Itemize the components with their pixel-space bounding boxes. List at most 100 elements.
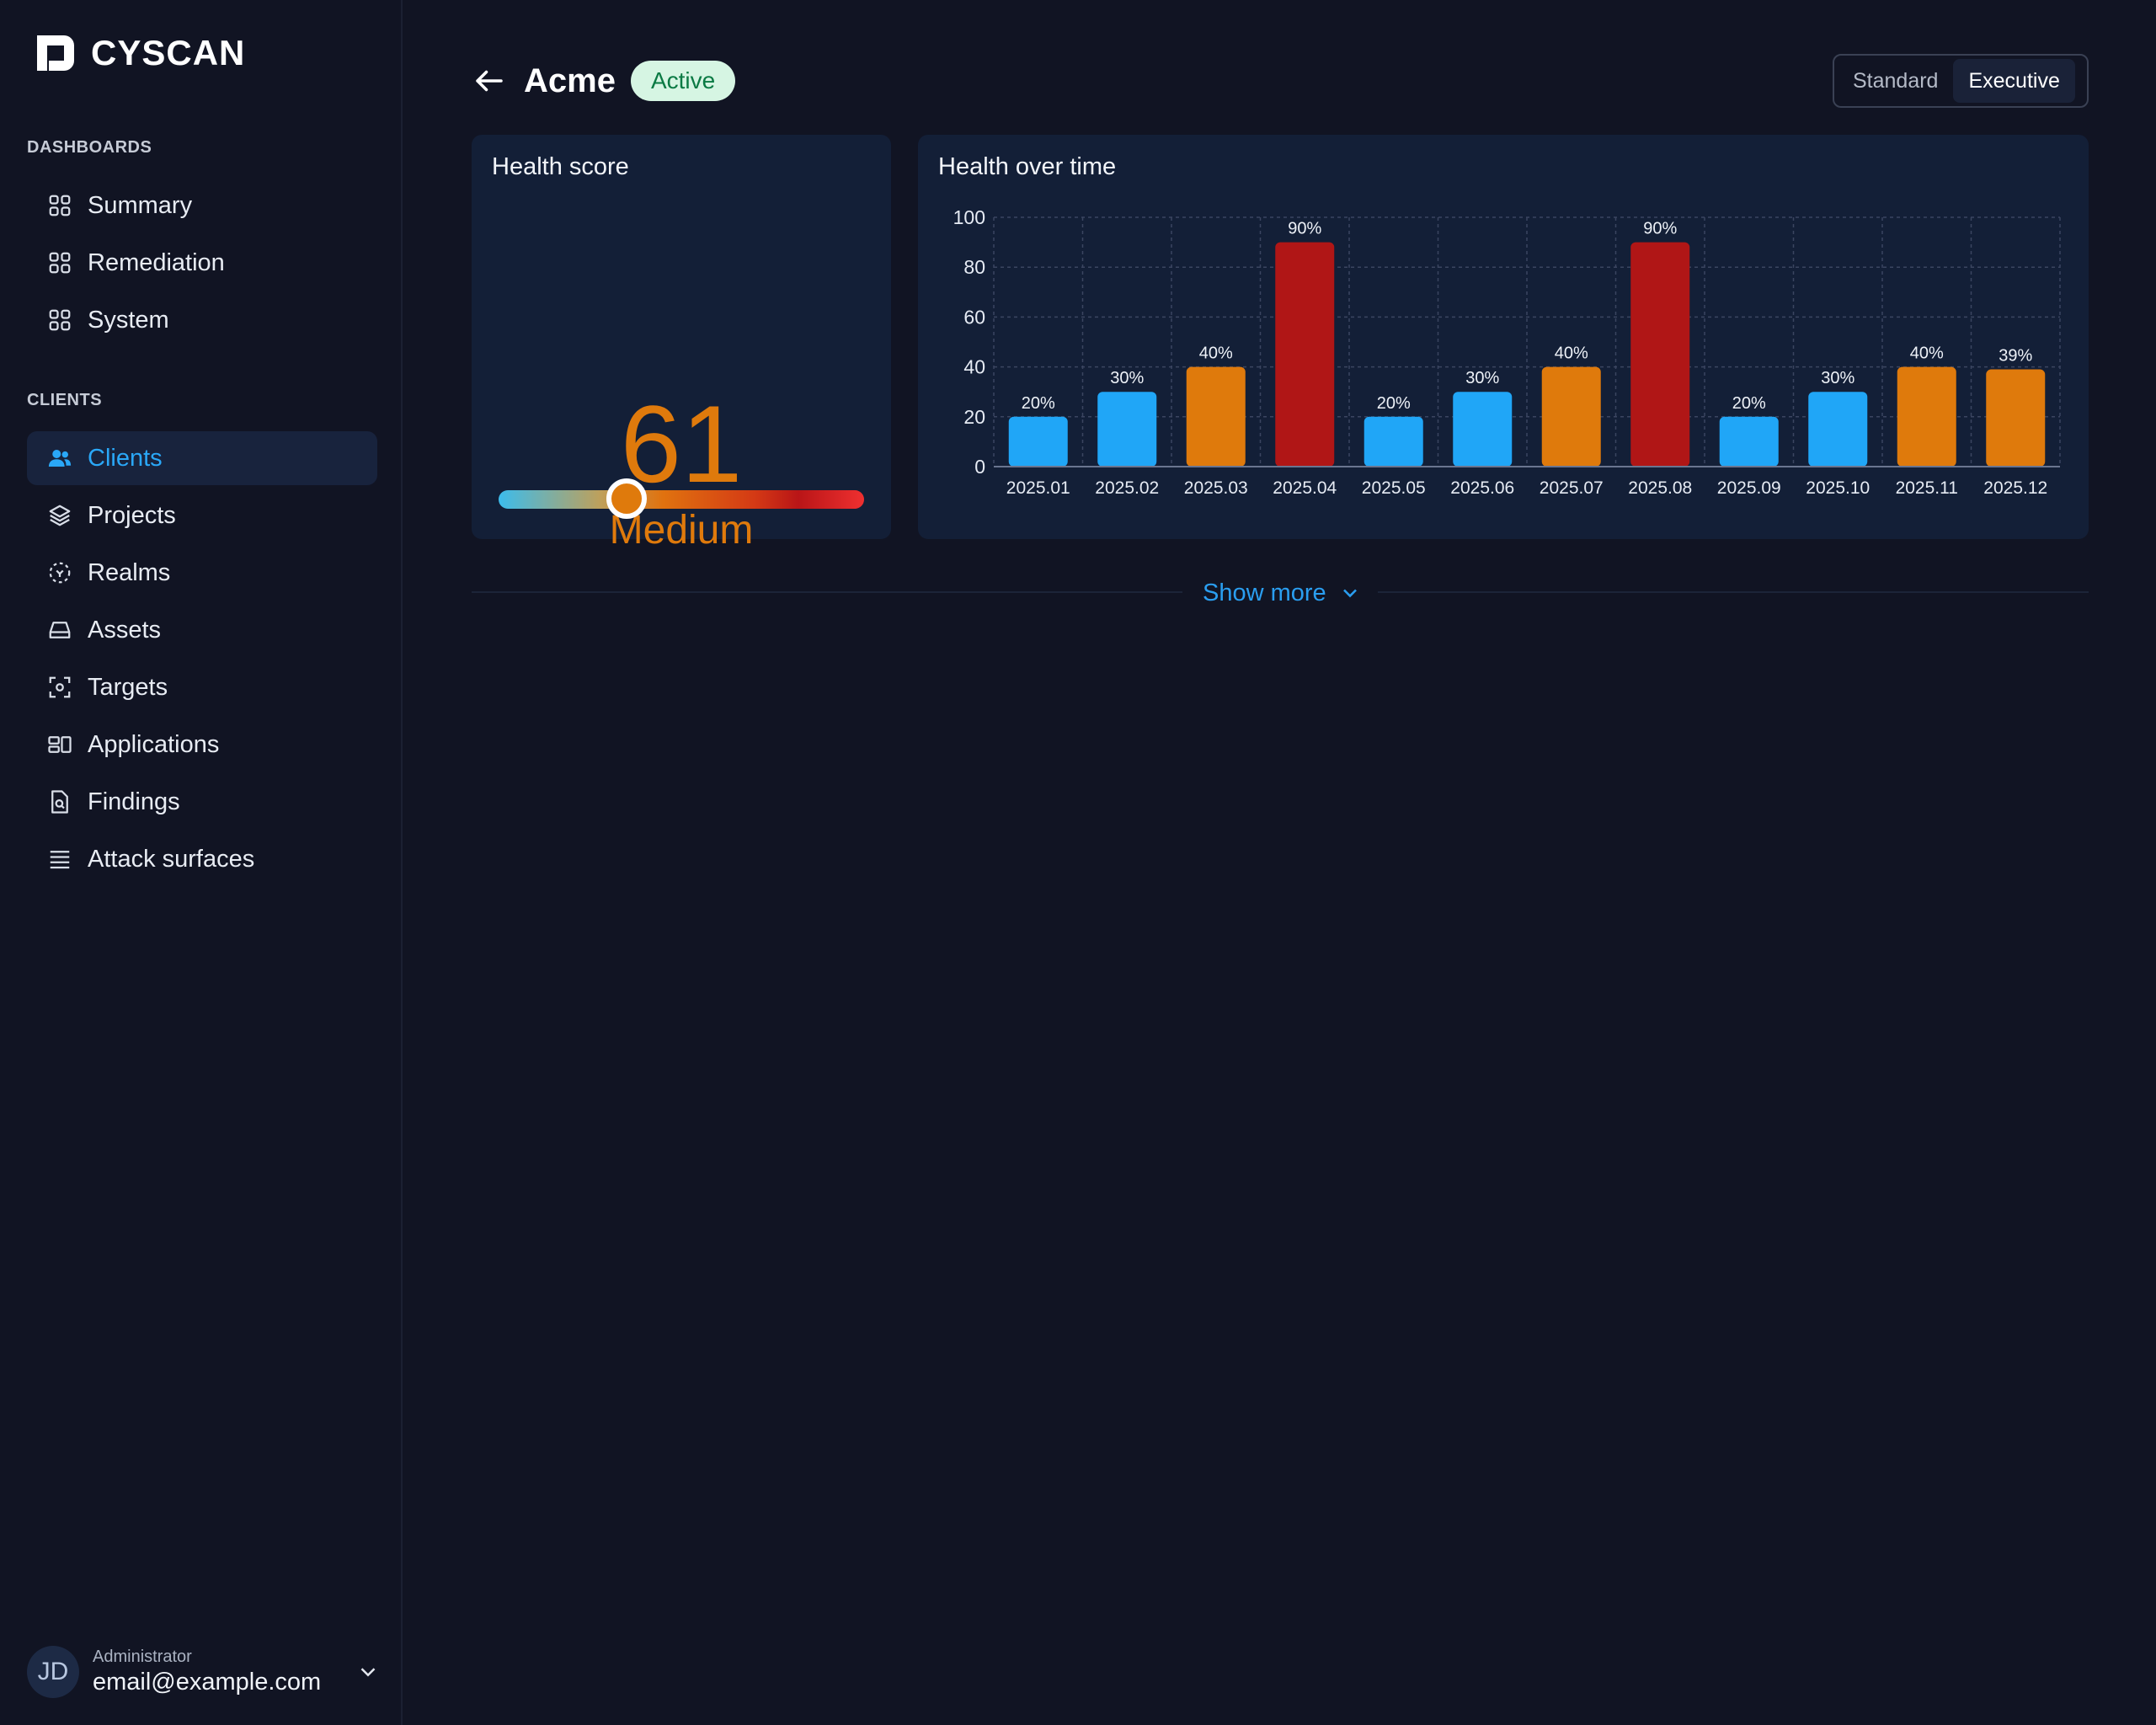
bar bbox=[1541, 366, 1601, 467]
page-header: Acme Active bbox=[472, 57, 736, 104]
y-tick-label: 100 bbox=[953, 206, 985, 228]
health-score-card: Health score 61 Medium bbox=[472, 135, 891, 553]
sidebar-item-label: Projects bbox=[88, 501, 176, 529]
page-title: Acme bbox=[524, 61, 616, 99]
bar-data-label: 39% bbox=[1999, 347, 2032, 366]
sidebar-item-remediation[interactable]: Remediation bbox=[27, 236, 377, 290]
sidebar-item-label: Assets bbox=[88, 616, 162, 644]
sidebar-item-attack-surfaces[interactable]: Attack surfaces bbox=[27, 832, 377, 886]
show-more-button[interactable]: Show more bbox=[1203, 576, 1362, 610]
sidebar-item-label: Attack surfaces bbox=[88, 845, 255, 873]
file-search-icon bbox=[47, 789, 72, 814]
bar bbox=[1719, 416, 1779, 467]
sidebar-item-system[interactable]: System bbox=[27, 293, 377, 347]
bar-data-label: 30% bbox=[1821, 369, 1854, 387]
x-tick-label: 2025.03 bbox=[1184, 478, 1248, 498]
users-icon bbox=[47, 446, 72, 471]
x-tick-label: 2025.11 bbox=[1896, 478, 1958, 498]
divider-left bbox=[472, 591, 1182, 593]
bar-data-label: 30% bbox=[1465, 369, 1499, 387]
bar-data-label: 20% bbox=[1732, 394, 1766, 413]
bar bbox=[1186, 366, 1246, 467]
user-menu[interactable]: JD Administrator email@example.com bbox=[27, 1642, 381, 1701]
bar-data-label: 40% bbox=[1199, 344, 1233, 363]
target-icon bbox=[47, 675, 72, 700]
sidebar-item-label: Remediation bbox=[88, 248, 225, 276]
x-tick-label: 2025.02 bbox=[1095, 478, 1159, 498]
x-tick-label: 2025.12 bbox=[1983, 478, 2047, 498]
health-score-value: 61 bbox=[620, 382, 743, 505]
bar bbox=[1808, 392, 1868, 467]
chevron-down-icon[interactable] bbox=[355, 1659, 381, 1685]
user-info: Administrator email@example.com bbox=[93, 1648, 321, 1696]
health-over-time-chart: 0 20 40 60 80 100 20% 2025.01 30% 2025.02 40% 2025.… bbox=[953, 206, 2061, 498]
sidebar-item-clients[interactable]: Clients bbox=[27, 431, 377, 485]
x-tick-label: 2025.06 bbox=[1450, 478, 1514, 498]
bar bbox=[1008, 416, 1068, 467]
bar bbox=[1453, 392, 1513, 467]
view-option-executive[interactable]: Executive bbox=[1953, 59, 2075, 103]
sidebar-item-label: Summary bbox=[88, 191, 193, 219]
y-tick-label: 60 bbox=[963, 306, 985, 328]
bar-data-label: 30% bbox=[1110, 369, 1144, 387]
health-over-time-title: Health over time bbox=[938, 153, 1117, 180]
sidebar-item-label: Realms bbox=[88, 558, 171, 586]
status-badge: Active bbox=[630, 61, 736, 101]
health-gauge bbox=[499, 478, 864, 519]
bar-data-label: 40% bbox=[1910, 344, 1944, 363]
sidebar-item-label: System bbox=[88, 306, 169, 334]
divider-right bbox=[1378, 591, 2089, 593]
dashboards-section-label: DASHBOARDS bbox=[27, 138, 152, 157]
x-tick-label: 2025.07 bbox=[1540, 478, 1604, 498]
health-score-level: Medium bbox=[609, 508, 754, 553]
sidebar-item-label: Findings bbox=[88, 788, 180, 815]
gauge-knob bbox=[606, 478, 647, 519]
sidebar-item-targets[interactable]: Targets bbox=[27, 660, 377, 714]
sidebar-item-label: Clients bbox=[88, 444, 163, 472]
back-arrow-icon[interactable] bbox=[472, 63, 507, 99]
grid-icon bbox=[47, 307, 72, 333]
x-tick-label: 2025.01 bbox=[1006, 478, 1070, 498]
list-icon bbox=[47, 846, 72, 872]
health-score-title: Health score bbox=[492, 153, 629, 180]
drive-icon bbox=[47, 617, 72, 643]
sidebar-item-label: Targets bbox=[88, 673, 168, 701]
logo-mark-icon bbox=[37, 35, 74, 71]
x-tick-label: 2025.10 bbox=[1806, 478, 1870, 498]
avatar: JD bbox=[27, 1646, 79, 1698]
x-tick-label: 2025.04 bbox=[1273, 478, 1337, 498]
apps-icon bbox=[47, 732, 72, 757]
health-over-time-card: Health over time 0 20 40 60 80 100 20% 2025.01 3… bbox=[918, 135, 2089, 539]
y-tick-label: 20 bbox=[963, 406, 985, 428]
brand-name: CYSCAN bbox=[91, 33, 246, 72]
bar bbox=[1897, 366, 1956, 467]
bar bbox=[1630, 242, 1690, 467]
user-email: email@example.com bbox=[93, 1669, 322, 1696]
x-tick-label: 2025.08 bbox=[1628, 478, 1692, 498]
realm-icon bbox=[47, 560, 72, 585]
user-role: Administrator bbox=[93, 1648, 192, 1666]
y-tick-label: 40 bbox=[963, 356, 985, 378]
bar bbox=[1097, 392, 1157, 467]
bar-data-label: 20% bbox=[1377, 394, 1411, 413]
view-option-standard[interactable]: Standard bbox=[1853, 68, 1939, 93]
brand-logo[interactable]: CYSCAN bbox=[32, 32, 245, 74]
sidebar-item-findings[interactable]: Findings bbox=[27, 775, 377, 829]
sidebar-item-label: Applications bbox=[88, 730, 220, 758]
sidebar-item-assets[interactable]: Assets bbox=[27, 603, 377, 657]
sidebar-item-applications[interactable]: Applications bbox=[27, 718, 377, 772]
sidebar-item-realms[interactable]: Realms bbox=[27, 546, 377, 600]
bar bbox=[1986, 369, 2046, 467]
chevron-down-icon bbox=[1342, 589, 1357, 598]
y-tick-label: 0 bbox=[974, 456, 985, 478]
layers-icon bbox=[47, 503, 72, 528]
bar-data-label: 20% bbox=[1022, 394, 1055, 413]
y-tick-label: 80 bbox=[963, 256, 985, 278]
bar bbox=[1364, 416, 1423, 467]
view-toggle: Standard Executive bbox=[1833, 54, 2089, 108]
bar-data-label: 90% bbox=[1643, 220, 1677, 238]
grid-icon bbox=[47, 250, 72, 275]
sidebar: CYSCAN DASHBOARDS Summary Remediation Sy… bbox=[0, 0, 403, 1725]
sidebar-item-summary[interactable]: Summary bbox=[27, 179, 377, 232]
sidebar-item-projects[interactable]: Projects bbox=[27, 489, 377, 542]
